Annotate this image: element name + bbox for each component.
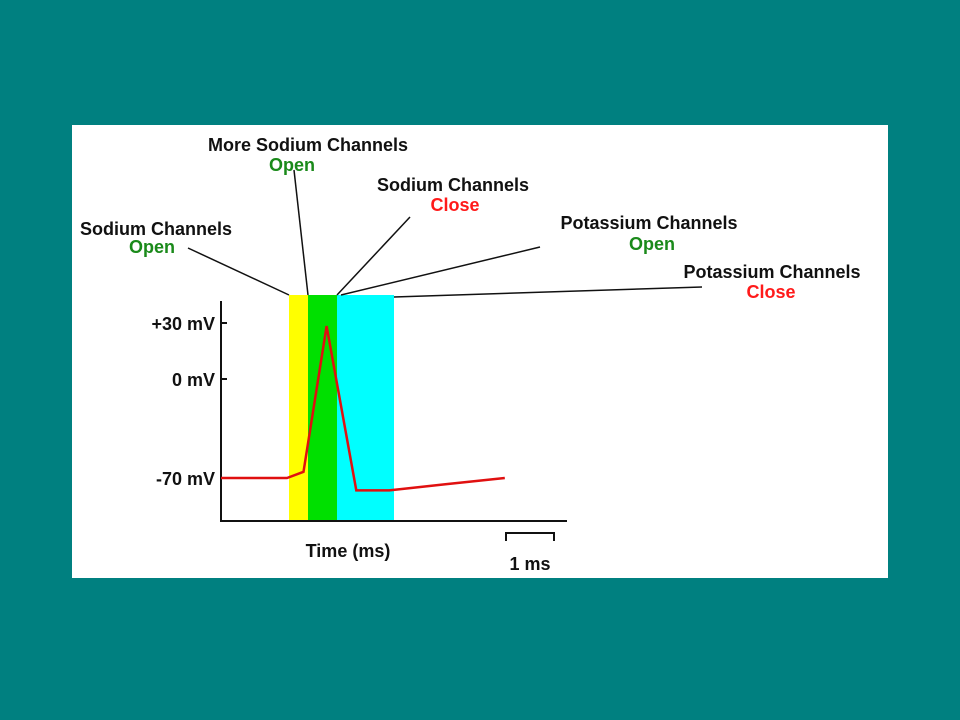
x-axis-label: Time (ms)	[306, 541, 391, 561]
diagram-panel: +30 mV 0 mV -70 mV Time (ms) 1 ms Sodium…	[72, 125, 888, 578]
label-state-close-1: Close	[430, 195, 479, 215]
label-state-open-1: Open	[129, 237, 175, 257]
label-state-close-2: Close	[746, 282, 795, 302]
label-sodium-channels-1: Sodium Channels	[80, 219, 232, 239]
y-tick-label-neg70: -70 mV	[156, 469, 215, 489]
band-sodium-open	[289, 295, 308, 521]
leader-potassium-open	[340, 246, 541, 296]
y-tick-label-0: 0 mV	[172, 370, 215, 390]
label-potassium-channels-1: Potassium Channels	[560, 213, 737, 233]
scale-bar	[505, 532, 555, 541]
leader-potassium-close	[393, 286, 703, 298]
action-potential-diagram: +30 mV 0 mV -70 mV Time (ms) 1 ms Sodium…	[80, 135, 861, 574]
label-sodium-channels-2: Sodium Channels	[377, 175, 529, 195]
label-state-open-2: Open	[269, 155, 315, 175]
leader-sodium-open	[187, 247, 290, 296]
y-tick-label-30: +30 mV	[151, 314, 215, 334]
leader-sodium-close	[336, 216, 411, 296]
scale-bar-label: 1 ms	[509, 554, 550, 574]
band-potassium-open	[337, 295, 394, 521]
leader-more-sodium-open	[293, 169, 309, 296]
label-potassium-channels-2: Potassium Channels	[683, 262, 860, 282]
label-state-open-3: Open	[629, 234, 675, 254]
label-more-sodium-channels: More Sodium Channels	[208, 135, 408, 155]
membrane-potential-trace	[221, 325, 505, 492]
